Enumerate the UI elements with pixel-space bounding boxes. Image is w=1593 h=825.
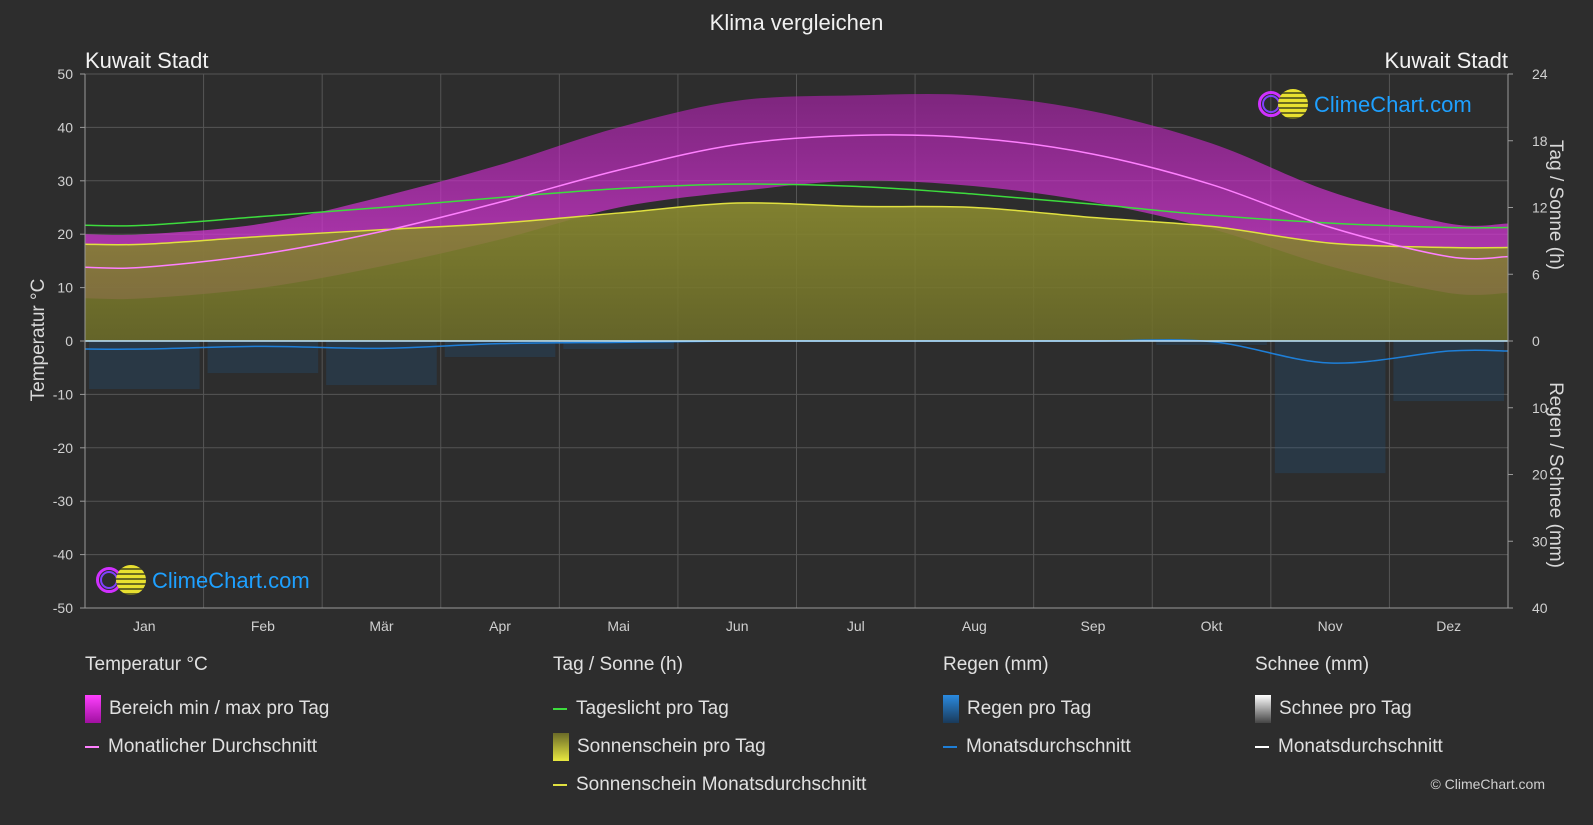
chart-title: Klima vergleichen bbox=[709, 10, 884, 35]
logo-top[interactable]: ClimeChart.com bbox=[1258, 88, 1472, 122]
y-left-tick-label: -40 bbox=[53, 547, 73, 563]
y-left-tick-label: 20 bbox=[57, 226, 73, 242]
x-tick-label: Aug bbox=[962, 618, 987, 634]
y-left-tick-label: -20 bbox=[53, 440, 73, 456]
y-right-bottom-tick-label: 20 bbox=[1532, 467, 1548, 483]
y-left-tick-label: 30 bbox=[57, 173, 73, 189]
x-tick-label: Okt bbox=[1201, 618, 1223, 634]
legend-title: Regen (mm) bbox=[943, 654, 1049, 675]
climechart-logo-icon bbox=[96, 564, 152, 598]
legend-item: Schnee pro Tag bbox=[1255, 690, 1443, 728]
legend-sun: Tag / Sonne (h) Tageslicht pro Tag Sonne… bbox=[553, 654, 866, 804]
legend-title: Tag / Sonne (h) bbox=[553, 654, 683, 675]
series-lines bbox=[84, 134, 1509, 364]
y-right-top-tick-label: 6 bbox=[1532, 266, 1540, 282]
logo-text: ClimeChart.com bbox=[1314, 92, 1472, 117]
temp-avg-line bbox=[84, 134, 1509, 270]
sunshine-avg-line bbox=[84, 202, 1509, 249]
y-right-top-tick-label: 24 bbox=[1532, 66, 1548, 82]
y-left-tick-label: 50 bbox=[57, 66, 73, 82]
axes: 50 40 30 20 10 0 -10 -20 -30 -40 -50 24 18 12 6 0 10 20 30… bbox=[53, 66, 1548, 634]
y-left-axis-title: Temperatur °C bbox=[28, 279, 49, 402]
y-left-tick-label: 0 bbox=[65, 333, 73, 349]
legend-title: Schnee (mm) bbox=[1255, 654, 1370, 675]
y-right-top-tick-label: 0 bbox=[1532, 333, 1540, 349]
rain-bar bbox=[1156, 341, 1267, 346]
x-tick-label: Feb bbox=[251, 618, 275, 634]
legend-title: Temperatur °C bbox=[85, 654, 208, 675]
y-left-tick-label: 10 bbox=[57, 280, 73, 296]
y-right-top-tick-label: 12 bbox=[1532, 200, 1548, 216]
copyright: © ClimeChart.com bbox=[1430, 776, 1545, 792]
x-tick-label: Mär bbox=[369, 618, 393, 634]
legend-item: Bereich min / max pro Tag bbox=[85, 690, 329, 728]
legend-item: Sonnenschein Monatsdurchschnitt bbox=[553, 766, 866, 804]
sunshine-swatch-icon bbox=[553, 733, 569, 761]
snow-swatch-icon bbox=[1255, 695, 1271, 723]
y-right-bottom-tick-label: 10 bbox=[1532, 400, 1548, 416]
legend-item: Sonnenschein pro Tag bbox=[553, 728, 866, 766]
sunshine-area bbox=[85, 202, 1508, 341]
location-left: Kuwait Stadt bbox=[85, 48, 209, 73]
temp-avg-swatch-icon bbox=[85, 746, 99, 748]
sunshine-avg-swatch-icon bbox=[553, 784, 567, 786]
x-tick-label: Jun bbox=[726, 618, 749, 634]
rain-swatch-icon bbox=[943, 695, 959, 723]
y-left-tick-label: -30 bbox=[53, 493, 73, 509]
x-tick-label: Apr bbox=[489, 618, 511, 634]
temp-range-swatch-icon bbox=[85, 695, 101, 723]
y-right-top-tick-label: 18 bbox=[1532, 133, 1548, 149]
logo-bottom[interactable]: ClimeChart.com bbox=[96, 564, 310, 598]
legend-item: Regen pro Tag bbox=[943, 690, 1131, 728]
x-tick-label: Dez bbox=[1436, 618, 1461, 634]
location-right: Kuwait Stadt bbox=[1384, 48, 1508, 73]
y-right-bottom-tick-label: 40 bbox=[1532, 600, 1548, 616]
logo-text: ClimeChart.com bbox=[152, 568, 310, 593]
x-tick-label: Jul bbox=[847, 618, 865, 634]
legend-temperature: Temperatur °C Bereich min / max pro Tag … bbox=[85, 654, 329, 766]
daylight-line bbox=[84, 183, 1509, 229]
legend-item: Monatlicher Durchschnitt bbox=[85, 728, 329, 766]
rain-avg-swatch-icon bbox=[943, 746, 957, 748]
y-left-tick-label: 40 bbox=[57, 119, 73, 135]
y-left-tick-label: -50 bbox=[53, 600, 73, 616]
climechart-logo-icon bbox=[1258, 88, 1314, 122]
legend-item: Tageslicht pro Tag bbox=[553, 690, 866, 728]
y-right-bottom-tick-label: 30 bbox=[1532, 533, 1548, 549]
y-right-top-axis-title: Tag / Sonne (h) bbox=[1545, 140, 1566, 270]
snow-avg-swatch-icon bbox=[1255, 746, 1269, 748]
y-left-tick-label: -10 bbox=[53, 386, 73, 402]
rain-bar bbox=[563, 341, 674, 350]
x-tick-label: Sep bbox=[1080, 618, 1105, 634]
y-right-bottom-axis-title: Regen / Schnee (mm) bbox=[1545, 382, 1566, 568]
x-tick-label: Mai bbox=[607, 618, 630, 634]
legend-item: Monatsdurchschnitt bbox=[1255, 728, 1443, 766]
legend-rain: Regen (mm) Regen pro Tag Monatsdurchschn… bbox=[943, 654, 1131, 766]
legend-snow: Schnee (mm) Schnee pro Tag Monatsdurchsc… bbox=[1255, 654, 1443, 766]
daylight-swatch-icon bbox=[553, 708, 567, 710]
legend-item: Monatsdurchschnitt bbox=[943, 728, 1131, 766]
x-tick-label: Nov bbox=[1318, 618, 1343, 634]
sunshine-area-fill bbox=[85, 202, 1508, 341]
x-tick-label: Jan bbox=[133, 618, 156, 634]
